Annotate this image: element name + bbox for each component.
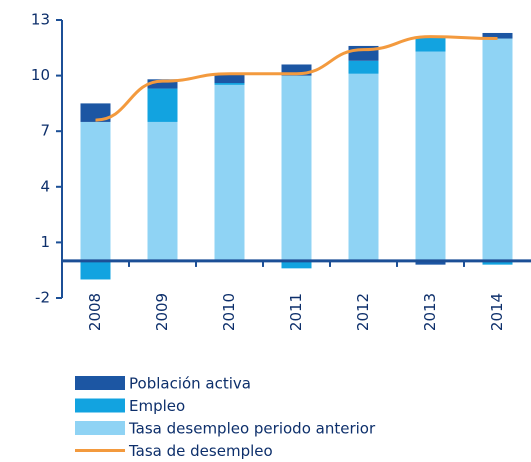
bar-segment	[147, 79, 178, 89]
bar-segment	[281, 75, 312, 261]
legend-swatch	[75, 398, 125, 413]
bar-segment	[147, 88, 178, 122]
bar-segment	[214, 84, 245, 261]
x-tick-label: 2008	[86, 293, 104, 331]
bar-segment	[281, 260, 312, 269]
y-tick-label: 10	[31, 66, 50, 84]
bar-segment	[415, 260, 446, 265]
bar-segment	[482, 38, 513, 261]
x-tick-label: 2010	[220, 293, 238, 331]
y-tick-label: 4	[40, 177, 50, 195]
bar-segment	[415, 51, 446, 261]
bar-segment	[80, 121, 111, 261]
bar-segment	[214, 73, 245, 84]
legend-label: Tasa de desempleo	[128, 442, 273, 460]
bar-segment	[80, 103, 111, 122]
bar-segment	[147, 121, 178, 261]
y-tick-label: -2	[35, 289, 50, 307]
y-tick-label: 7	[40, 122, 50, 140]
bar-segment	[482, 32, 513, 39]
bar-segment	[348, 73, 379, 261]
legend-label: Tasa desempleo periodo anterior	[128, 420, 376, 438]
x-tick-label: 2014	[488, 293, 506, 331]
legend-swatch	[75, 421, 125, 435]
legend-label: Empleo	[129, 397, 185, 415]
bar-segment	[80, 260, 111, 280]
x-tick-label: 2011	[287, 293, 305, 331]
x-tick-label: 2013	[421, 293, 439, 331]
bar-segment	[281, 64, 312, 76]
bar-segment	[348, 60, 379, 74]
y-tick-label: 1	[40, 233, 50, 251]
bar-segment	[214, 83, 245, 85]
line	[95, 35, 498, 122]
legend-label: Población activa	[129, 375, 251, 393]
bar-segment	[415, 36, 446, 52]
y-tick-label: 13	[31, 11, 50, 29]
x-tick-label: 2009	[153, 293, 171, 331]
legend-swatch	[75, 376, 125, 390]
x-tick-label: 2012	[354, 293, 372, 331]
bar-segment	[482, 260, 513, 265]
